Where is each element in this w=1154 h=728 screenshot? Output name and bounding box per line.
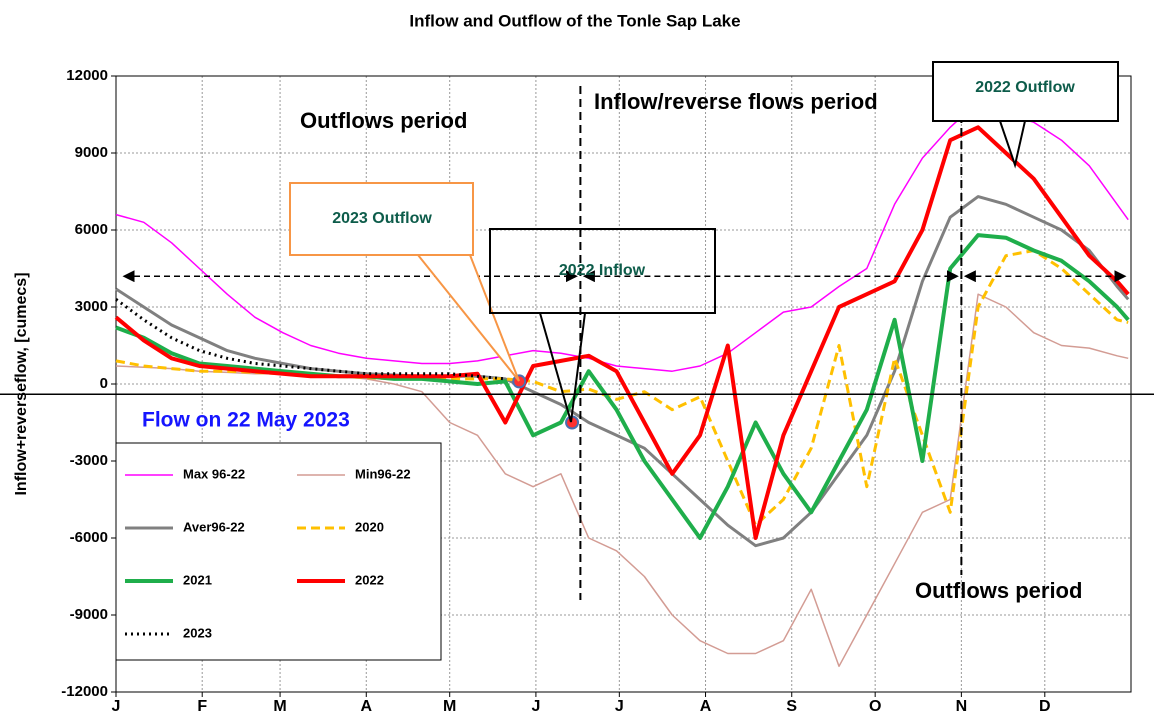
y-tick-label: 12000 [66, 67, 108, 84]
annotation: Flow on 22 May 2023 [142, 409, 350, 432]
x-tick-label: A [700, 698, 712, 715]
y-tick-label: 0 [100, 375, 108, 392]
y-tick-label: -3000 [70, 452, 108, 469]
x-tick-label: A [360, 698, 372, 715]
legend-label: 2020 [355, 519, 384, 534]
annotation: Inflow/reverse flows period [594, 89, 878, 114]
series-line [115, 233, 1130, 540]
legend-box [115, 442, 442, 661]
callout: 2022 Outflow [932, 61, 1119, 169]
y-axis-label: Inflow+reverseflow, [cumecs] [13, 272, 30, 495]
x-tick-label: J [531, 698, 540, 715]
legend-label: 2021 [183, 572, 212, 587]
legend-label: 2023 [183, 625, 212, 640]
x-tick-label: J [112, 698, 121, 715]
x-tick-label: S [786, 698, 797, 715]
x-tick-label: J [615, 698, 624, 715]
y-tick-label: 9000 [75, 144, 108, 161]
callout-text: 2022 Outflow [975, 79, 1075, 96]
x-tick-label: M [273, 698, 286, 715]
series-line [115, 298, 506, 381]
legend-label: 2022 [355, 572, 384, 587]
chart-title: Inflow and Outflow of the Tonle Sap Lake [409, 11, 740, 30]
y-tick-label: -9000 [70, 606, 108, 623]
plot-border [115, 75, 1132, 693]
legend: Max 96-22 Min96-22 Aver96-22 2020 2021 2022 20… [115, 442, 442, 661]
y-tick-label: -12000 [61, 683, 108, 700]
x-tick-label: M [443, 698, 456, 715]
series-line [114, 125, 1130, 540]
x-tick-label: N [956, 698, 968, 715]
y-tick-label: 6000 [75, 221, 108, 238]
x-tick-label: O [869, 698, 881, 715]
annotation: Outflows period [915, 578, 1082, 603]
legend-label: Min96-22 [355, 466, 411, 481]
callout-text: 2023 Outflow [332, 210, 432, 227]
series-line [115, 195, 1130, 548]
callout-text: 2022 Inflow [559, 262, 646, 279]
y-tick-label: -6000 [70, 529, 108, 546]
callout: 2022 Inflow [489, 228, 716, 423]
annotation: Outflows period [300, 108, 467, 133]
y-tick-label: 3000 [75, 298, 108, 315]
x-tick-label: D [1039, 698, 1051, 715]
x-tick-label: F [197, 698, 207, 715]
callout: 2023 Outflow [289, 182, 520, 382]
legend-label: Max 96-22 [183, 466, 245, 481]
legend-label: Aver96-22 [183, 519, 245, 534]
